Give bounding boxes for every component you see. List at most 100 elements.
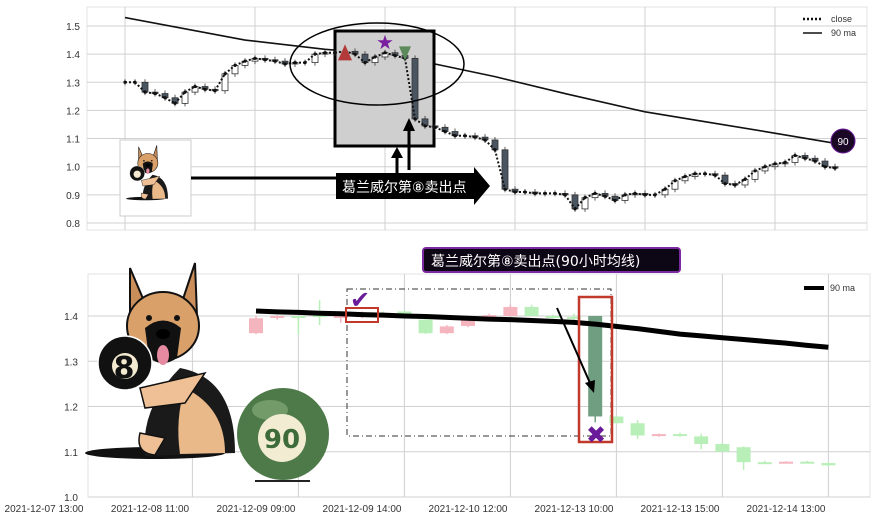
top-close-segment xyxy=(274,60,286,65)
bottom-candle-body xyxy=(673,434,687,437)
top-close-segment xyxy=(464,134,476,139)
bottom-candle-body xyxy=(821,463,836,466)
bottom-y-axis: 1.0 1.1 1.2 1.3 1.4 xyxy=(64,312,78,504)
top-close-segment xyxy=(704,172,716,177)
bottom-x-tick-label: 2021-12-10 12:00 xyxy=(429,504,508,515)
top-y-axis: 0.8 0.9 1.0 1.1 1.2 1.3 1.4 1.5 xyxy=(66,22,80,230)
top-candle-body xyxy=(571,194,579,210)
top-close-segment xyxy=(674,175,686,182)
bottom-candle-body xyxy=(482,315,497,318)
bottom-candle-body xyxy=(461,316,475,326)
arrow-up-2-head xyxy=(403,118,415,131)
top-close-segment xyxy=(164,96,176,105)
bottom-x-tick-label: 2021-12-14 13:00 xyxy=(747,504,826,515)
bottom-x-tick-label: 2021-12-13 10:00 xyxy=(535,504,614,515)
top-close-segment xyxy=(654,188,666,196)
top-close-segment xyxy=(244,57,256,63)
top-close-segment xyxy=(444,130,456,137)
top-close-segment xyxy=(574,196,586,210)
sell-arrow xyxy=(556,307,591,384)
dashdot-region xyxy=(346,288,612,437)
sell-arrow-head xyxy=(585,380,595,393)
bottom-y-tick-label: 1.0 xyxy=(64,493,78,504)
ma-end-badge xyxy=(830,128,856,154)
bottom-candle-body xyxy=(418,319,433,334)
top-close-segment xyxy=(234,60,246,67)
top-close-segment xyxy=(364,56,376,64)
bottom-legend-label: 90 ma xyxy=(830,283,855,293)
triangle-up-marker-icon xyxy=(338,44,352,61)
top-close-segment xyxy=(504,188,516,193)
bottom-x-tick-label: 2021-12-09 14:00 xyxy=(323,504,402,515)
bottom-candle-body xyxy=(567,316,581,319)
top-close-segment xyxy=(824,165,836,170)
ma-end-badge-label: 90 xyxy=(837,137,849,148)
bottom-candle-body xyxy=(651,434,666,437)
buy-box xyxy=(345,307,379,323)
top-markers xyxy=(338,34,411,61)
top-candle-body xyxy=(501,149,509,190)
top-candles xyxy=(123,48,839,212)
top-close-segment xyxy=(734,178,746,186)
top-y-tick-label: 1.1 xyxy=(66,135,80,146)
top-close-segment xyxy=(204,88,216,92)
bottom-candle-body xyxy=(630,423,645,436)
highlight-ellipse xyxy=(289,22,465,106)
bottom-ma-line xyxy=(255,308,829,350)
sell-point-label: 葛兰威尔第⑧卖出点 xyxy=(342,179,467,196)
legend-close-label: close xyxy=(831,14,852,24)
top-close-segment xyxy=(604,195,616,202)
top-close-segment xyxy=(754,165,766,172)
sell-point-arrow-label-bg xyxy=(336,167,490,205)
bottom-y-tick-label: 1.4 xyxy=(64,312,78,323)
top-y-tick-label: 1.2 xyxy=(66,106,80,117)
top-close-segment xyxy=(154,92,166,99)
bottom-candle-body xyxy=(270,316,285,318)
cross-icon: ✖ xyxy=(586,421,606,449)
top-close-segment xyxy=(424,124,436,129)
top-grid xyxy=(87,7,867,230)
top-close-segment xyxy=(184,85,196,94)
ball-ninety-icon xyxy=(237,388,329,482)
top-close-segment xyxy=(214,73,226,92)
bottom-y-tick-label: 1.1 xyxy=(64,448,78,459)
bottom-x-tick-label: 2021-12-07 13:00 xyxy=(5,504,84,515)
bottom-candle-body xyxy=(779,461,793,464)
bottom-candle-body xyxy=(694,436,709,445)
sell-box xyxy=(577,295,614,444)
bottom-candle-body xyxy=(609,416,624,424)
top-close-segment xyxy=(314,51,326,56)
ball-eight-label: 8 xyxy=(114,351,135,386)
top-close-segment xyxy=(374,51,386,58)
bottom-candle-body xyxy=(800,461,815,464)
top-close-segment xyxy=(724,182,736,186)
top-close-segment xyxy=(594,192,606,198)
bottom-candle-body xyxy=(397,311,412,315)
top-close-segment xyxy=(394,54,406,60)
top-close-segment xyxy=(494,149,506,190)
top-y-tick-label: 0.9 xyxy=(66,191,80,202)
top-close-segment xyxy=(194,85,206,91)
top-close-segment xyxy=(614,193,626,202)
bottom-candle-body xyxy=(715,444,730,452)
bottom-candle-body xyxy=(736,447,751,463)
bottom-candle-body xyxy=(757,462,772,465)
top-close-segment xyxy=(264,58,276,63)
top-close-segment xyxy=(174,91,186,105)
top-close-segment xyxy=(474,136,486,141)
top-close-segment xyxy=(554,192,566,196)
bottom-candle-body xyxy=(312,315,327,318)
bottom-y-tick-label: 1.3 xyxy=(64,357,78,368)
bottom-candle-body xyxy=(333,316,348,318)
bottom-x-tick-label: 2021-12-09 09:00 xyxy=(217,504,296,515)
ball-ninety-label: 90 xyxy=(264,425,300,455)
bottom-candle-body xyxy=(503,306,518,316)
top-close-segment xyxy=(764,162,776,168)
top-close-segment xyxy=(144,91,156,95)
top-close-segment xyxy=(584,192,596,199)
bottom-x-axis: 2021-12-07 13:00 2021-12-08 11:00 2021-12-… xyxy=(5,504,826,515)
top-close-segment xyxy=(624,192,636,196)
bottom-candle-body xyxy=(545,316,560,318)
bottom-x-tick-label: 2021-12-08 11:00 xyxy=(111,504,190,515)
